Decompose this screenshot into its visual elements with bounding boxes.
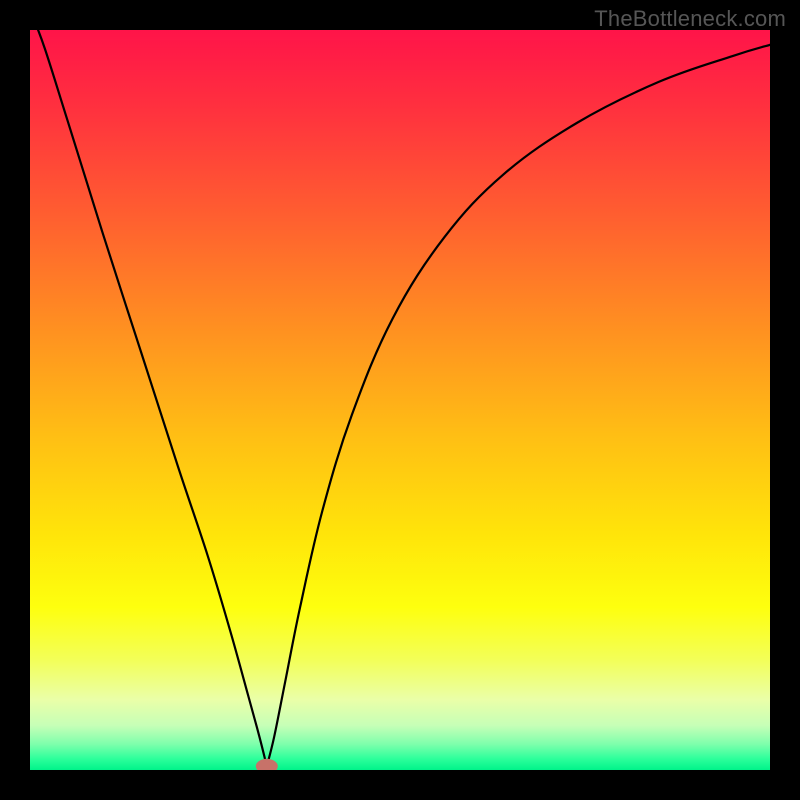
plot-background <box>30 30 770 770</box>
bottleneck-chart: TheBottleneck.com <box>0 0 800 800</box>
watermark-text: TheBottleneck.com <box>594 6 786 32</box>
chart-canvas <box>0 0 800 800</box>
